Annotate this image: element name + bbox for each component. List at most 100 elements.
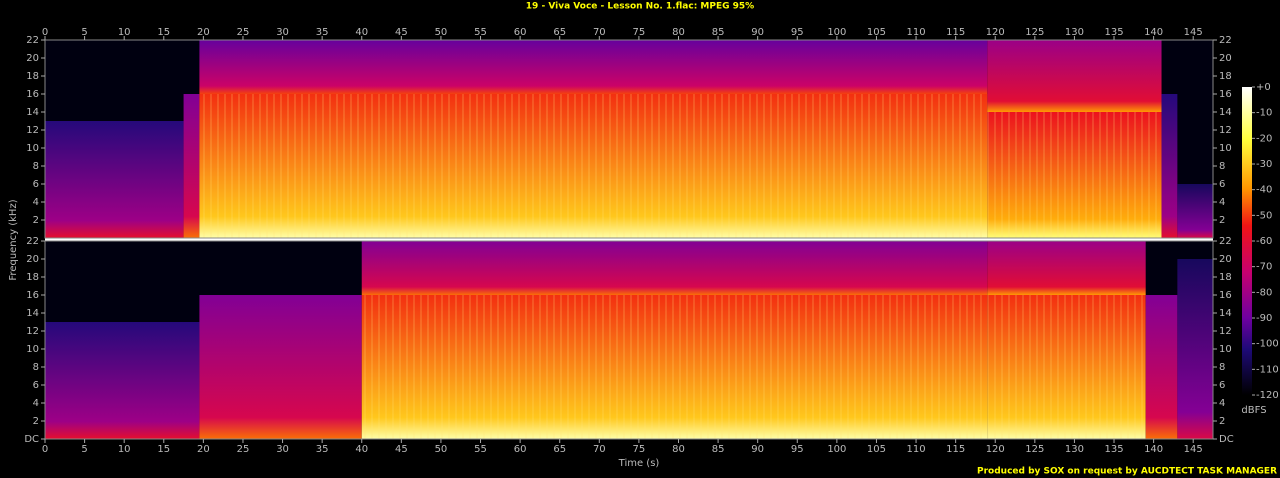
x-tick-label: 25 [237,27,250,38]
colorbar-tick-label: -80 [1256,287,1272,298]
x-tick-label: 140 [1144,27,1163,38]
colorbar-tick-label: -110 [1256,364,1279,375]
x-tick-label: 10 [118,444,131,455]
y-tick-label: 16 [1219,89,1232,100]
y-tick-label: 16 [26,290,39,301]
x-tick-label: 110 [907,444,926,455]
y-tick-label: 10 [26,143,39,154]
x-tick-label: 125 [1025,444,1044,455]
x-tick-label: 95 [791,444,804,455]
x-tick-label: 35 [316,27,329,38]
y-tick-label: 10 [1219,143,1232,154]
x-tick-label: 95 [791,27,804,38]
spectral-band [45,322,200,439]
x-tick-label: 20 [197,27,210,38]
x-tick-label: 20 [197,444,210,455]
y-tick-label: 12 [26,125,39,136]
x-tick-label: 40 [355,27,368,38]
spectral-band [987,241,1146,295]
chart-title: 19 - Viva Voce - Lesson No. 1.flac: MPEG… [526,2,754,12]
x-tick-label: 80 [672,444,685,455]
x-tick-label: 5 [81,27,87,38]
x-tick-label: 60 [514,444,527,455]
y-tick-label: 20 [26,254,39,265]
y-tick-label: 2 [33,416,39,427]
x-tick-label: 10 [118,27,131,38]
y-tick-label: 14 [26,308,39,319]
colorbar-tick-label: -100 [1256,339,1279,350]
spectral-band [1145,295,1178,439]
x-tick-label: 135 [1104,27,1123,38]
x-tick-label: 55 [474,444,487,455]
colorbar-tick-label: -20 [1256,133,1272,144]
x-tick-label: 90 [751,27,764,38]
x-tick-label: 70 [593,444,606,455]
x-tick-label: 0 [42,27,48,38]
y-tick-label: 22 [1219,236,1232,247]
y-tick-label: 14 [26,107,39,118]
y-tick-label: 10 [26,344,39,355]
x-tick-label: 35 [316,444,329,455]
y-tick-label: 14 [1219,107,1232,118]
y-tick-label: DC [24,434,39,445]
y-tick-label: 8 [1219,161,1225,172]
y-tick-label: DC [1219,434,1234,445]
x-tick-label: 110 [907,27,926,38]
y-tick-label: 14 [1219,308,1232,319]
x-tick-label: 25 [237,444,250,455]
spectral-band [1161,94,1178,238]
y-tick-label: 22 [26,35,39,46]
x-tick-label: 120 [986,27,1005,38]
x-tick-label: 0 [42,444,48,455]
band-texture [199,94,988,238]
y-tick-label: 22 [1219,35,1232,46]
spectral-band [1177,259,1213,439]
panel-frame [44,39,1214,239]
y-tick-label: 18 [1219,272,1232,283]
x-tick-label: 45 [395,444,408,455]
y-tick-label: 4 [1219,398,1225,409]
y-tick-label: 18 [26,272,39,283]
spectral-band [987,40,1162,112]
spectral-band [361,241,988,295]
colorbar-tick-label: -40 [1256,185,1272,196]
y-tick-label: 4 [33,398,39,409]
y-tick-label: 18 [26,71,39,82]
y-tick-label: 18 [1219,71,1232,82]
y-tick-label: 8 [33,362,39,373]
x-tick-label: 145 [1184,444,1203,455]
y-tick-label: 20 [1219,254,1232,265]
colorbar-tick-label: -90 [1256,313,1272,324]
band-texture [987,112,1162,238]
y-tick-label: 8 [1219,362,1225,373]
x-tick-label: 60 [514,27,527,38]
y-tick-label: 12 [26,326,39,337]
x-tick-label: 145 [1184,27,1203,38]
x-tick-label: 90 [751,444,764,455]
x-tick-label: 135 [1104,444,1123,455]
y-tick-label: 4 [1219,197,1225,208]
colorbar-tick-label: -30 [1256,159,1272,170]
band-texture [987,295,1146,439]
x-tick-label: 30 [276,444,289,455]
y-tick-label: 10 [1219,344,1232,355]
y-tick-label: 16 [26,89,39,100]
panel-frame [44,240,1214,440]
colorbar-tick-label: +0 [1256,82,1271,93]
x-tick-label: 55 [474,27,487,38]
y-tick-label: 6 [1219,380,1225,391]
footer: Produced by SOX on request by AUCDTECT T… [977,467,1277,477]
x-tick-label: 45 [395,27,408,38]
x-tick-label: 115 [946,444,965,455]
y-tick-label: 12 [1219,125,1232,136]
x-tick-label: 100 [827,444,846,455]
x-tick-label: 65 [553,27,566,38]
y-tick-label: 4 [33,197,39,208]
x-axis-label: Time (s) [618,458,660,469]
y-tick-label: 20 [26,53,39,64]
colorbar-tick-label: -50 [1256,210,1272,221]
y-tick-label: 6 [33,179,39,190]
x-tick-label: 125 [1025,27,1044,38]
x-tick-label: 70 [593,27,606,38]
